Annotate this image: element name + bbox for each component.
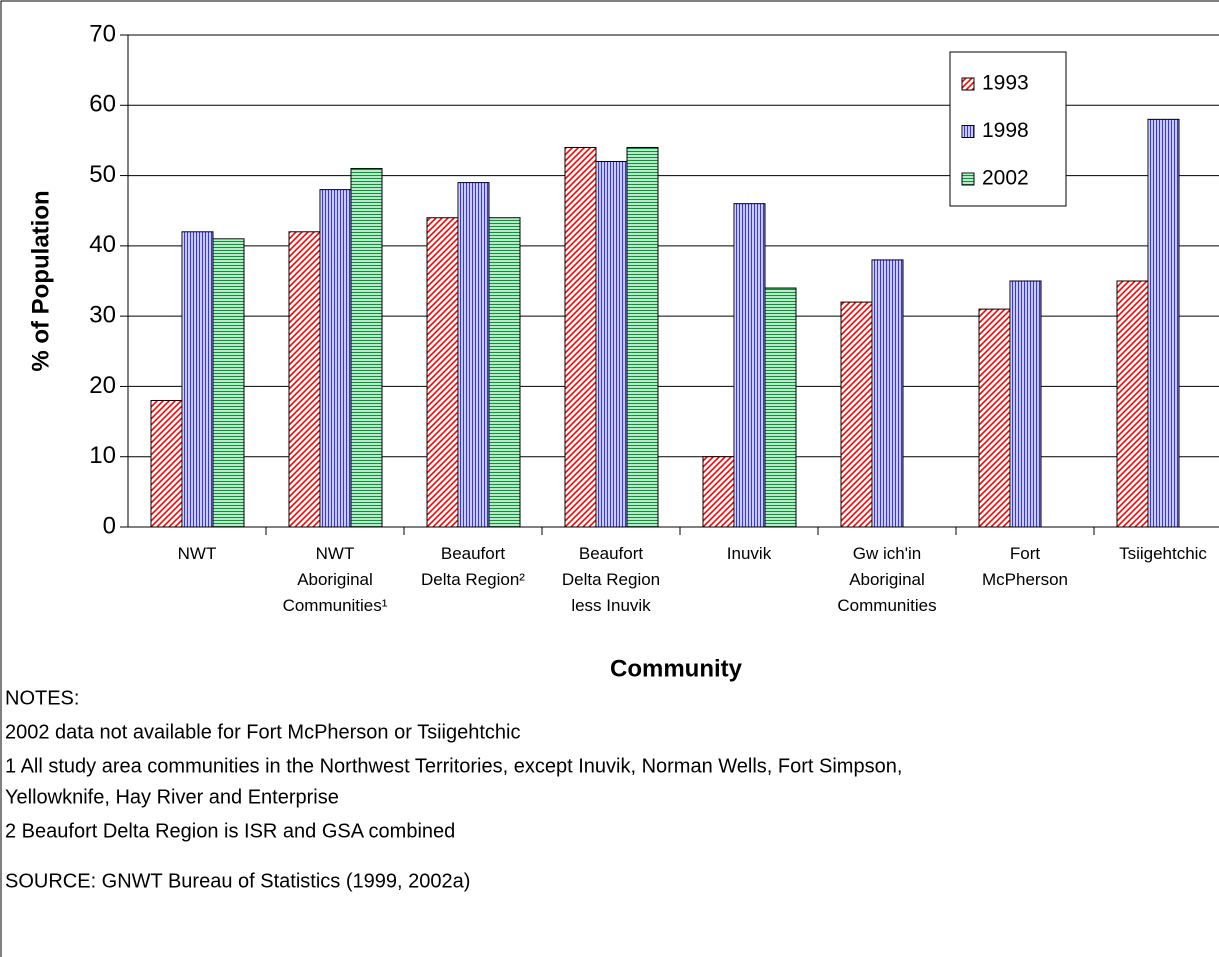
legend-swatch [961,125,975,138]
y-tick-label: 60 [89,91,116,118]
bar [426,217,459,528]
bar [488,217,521,528]
x-tick-label: Fort McPherson [982,544,1068,589]
bar [595,161,628,528]
legend-label: 1998 [982,119,1029,142]
bar [840,301,873,528]
y-axis-title: % of Population [27,190,54,371]
bar [733,203,766,528]
legend-label: 2002 [982,167,1029,190]
legend-swatch [961,77,975,91]
y-tick-label: 10 [89,442,116,469]
bar [150,399,183,528]
bar [978,308,1011,528]
note: 1 All study area communities in the Nort… [5,755,902,777]
x-tick-label: Inuvik [727,544,772,563]
x-tick-label: Beaufort Delta Region² [421,544,525,589]
legend-swatch [961,172,975,186]
y-tick-label: 70 [89,20,116,47]
note: 2002 data not available for Fort McPhers… [5,721,520,743]
x-tick-label: NWT [178,544,217,563]
x-tick-label: Beaufort Delta Region less Inuvik [562,544,660,615]
bar [1009,280,1042,528]
bar [212,238,245,528]
y-tick-label: 50 [89,161,116,188]
bar [1116,280,1149,528]
x-tick-label: Tsiigehtchic [1119,544,1207,563]
bar [871,259,904,528]
note: 2 Beaufort Delta Region is ISR and GSA c… [5,820,455,842]
bar [702,456,735,528]
note: Yellowknife, Hay River and Enterprise [5,786,339,808]
bar [564,146,597,528]
y-tick-label: 40 [89,231,116,258]
bar [319,189,352,528]
bar [1147,118,1180,528]
bar [626,146,659,528]
x-tick-label: NWT Aboriginal Communities¹ [283,544,388,615]
legend-label: 1993 [982,72,1029,95]
bar [288,231,321,528]
bar [350,168,383,528]
bar [764,287,797,528]
source: SOURCE: GNWT Bureau of Statistics (1999,… [5,870,470,892]
y-tick-label: 0 [103,512,116,539]
bar [181,231,214,528]
x-axis-title: Community [610,655,743,682]
y-tick-label: 20 [89,372,116,399]
bar [457,182,490,528]
y-tick-label: 30 [89,301,116,328]
x-tick-label: Gw ich'in Aboriginal Communities [837,544,936,615]
note: NOTES: [5,687,79,709]
